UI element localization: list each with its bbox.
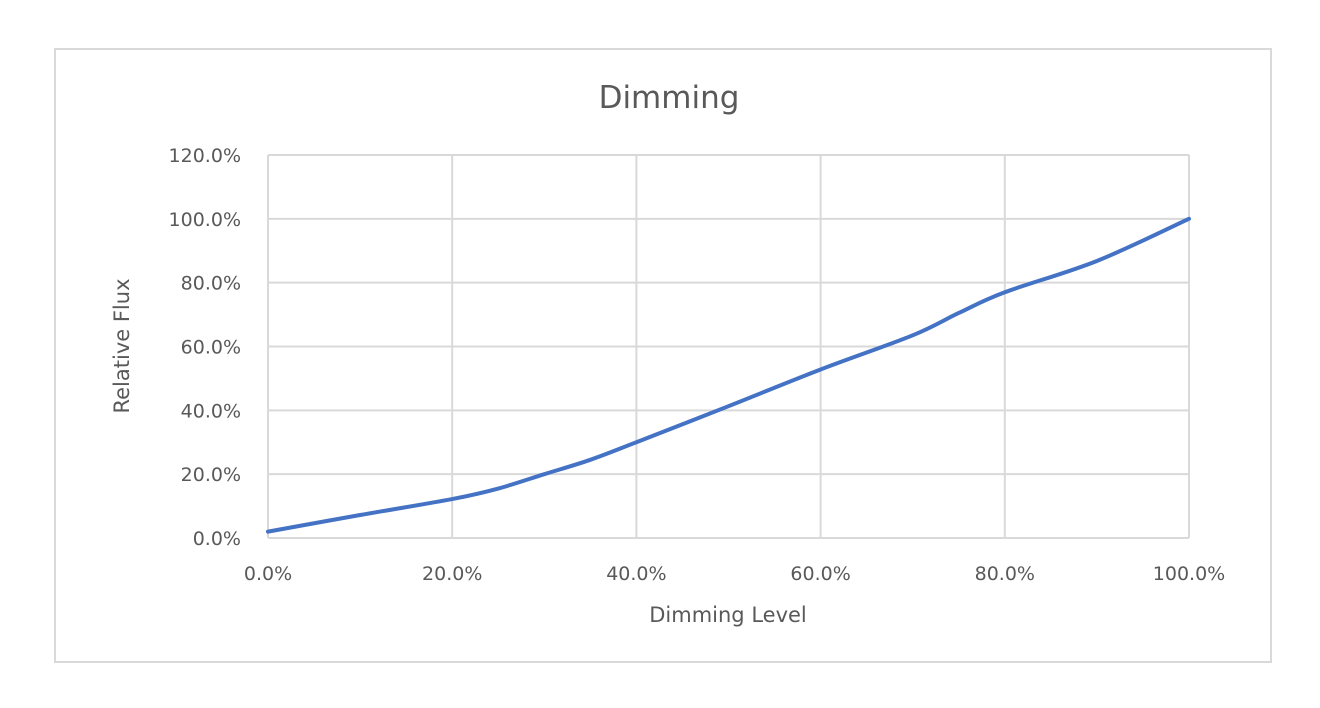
x-tick-label: 60.0%: [790, 563, 850, 585]
series-group: [266, 216, 1191, 534]
chart-area: [54, 48, 1272, 663]
y-tick-label: 100.0%: [169, 209, 241, 231]
y-tick-label: 40.0%: [181, 400, 241, 422]
x-tick-label: 100.0%: [1153, 563, 1225, 585]
x-tick-label: 20.0%: [422, 563, 482, 585]
x-tick-label: 40.0%: [606, 563, 666, 585]
y-tick-label: 80.0%: [181, 273, 241, 295]
y-tick-label: 0.0%: [193, 528, 241, 550]
chart-title: Dimming: [599, 80, 740, 116]
y-tick-label: 120.0%: [169, 145, 241, 167]
x-tick-label: 0.0%: [244, 563, 292, 585]
x-axis-tick-labels: 0.0% 20.0% 40.0% 60.0% 80.0% 100.0%: [244, 563, 1225, 585]
series-line: [266, 216, 1191, 534]
x-tick-label: 80.0%: [975, 563, 1035, 585]
y-axis-tick-labels: 0.0% 20.0% 40.0% 60.0% 80.0% 100.0% 120.0%: [169, 145, 241, 550]
y-tick-label: 60.0%: [181, 337, 241, 359]
y-tick-label: 20.0%: [181, 464, 241, 486]
gridlines: [267, 154, 1190, 539]
x-axis-title: Dimming Level: [649, 603, 807, 627]
y-axis-title: Relative Flux: [110, 278, 134, 413]
